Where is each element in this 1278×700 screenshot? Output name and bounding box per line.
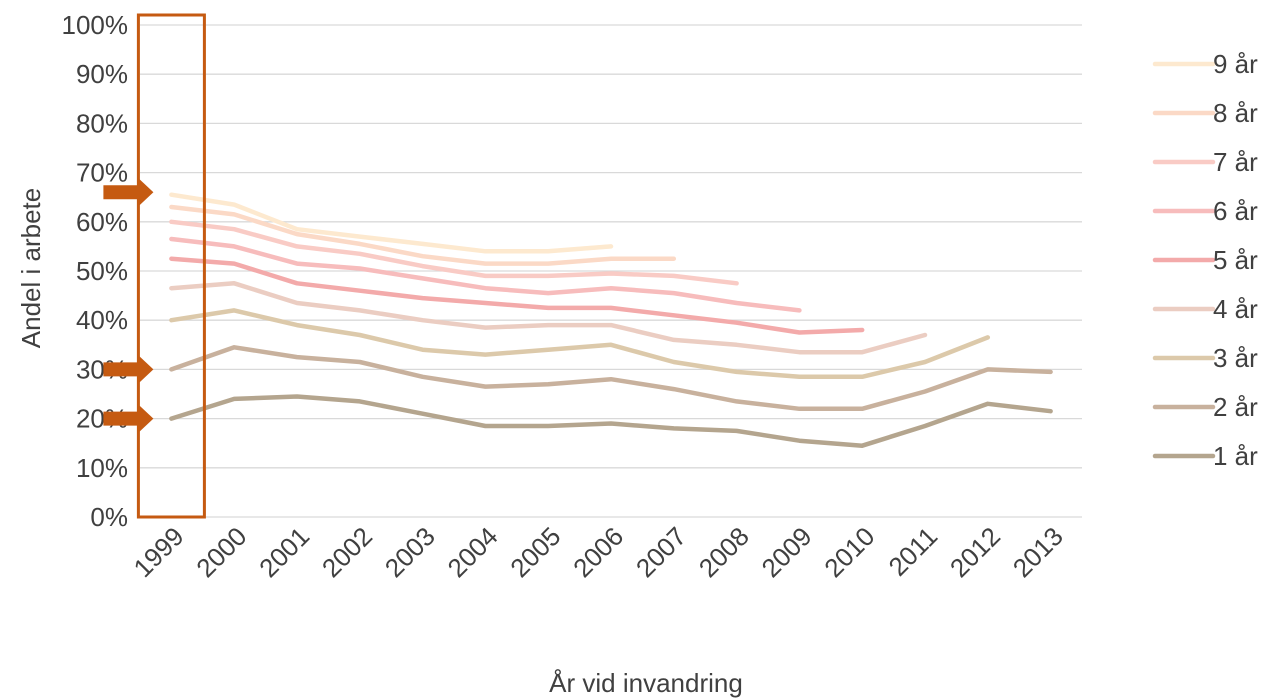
legend-label: 6 år: [1213, 196, 1258, 226]
series-line: [169, 236, 802, 313]
x-tick-label: 2011: [882, 521, 943, 582]
x-tick-label: 2007: [630, 521, 692, 583]
x-tick-label: 1999: [128, 521, 190, 583]
x-tick-label: 2004: [442, 521, 504, 583]
y-tick-label: 10%: [76, 453, 128, 483]
legend-label: 1 år: [1213, 441, 1258, 471]
series-line: [169, 256, 865, 335]
y-tick-label: 80%: [76, 108, 128, 138]
arrow-marker: [103, 177, 154, 208]
x-tick-label: 2009: [756, 521, 818, 583]
y-tick-label: 70%: [76, 158, 128, 188]
x-tick-label: 2006: [567, 521, 629, 583]
x-tick-label: 2008: [693, 521, 755, 583]
y-tick-label: 90%: [76, 59, 128, 89]
y-tick-label: 40%: [76, 305, 128, 335]
gridlines: [140, 24, 1082, 518]
series-line: [169, 204, 677, 266]
x-tick-label: 2010: [818, 521, 880, 583]
series-line: [169, 281, 928, 355]
series-line: [169, 394, 1053, 448]
x-tick-label: 2013: [1007, 521, 1069, 583]
series-lines: [169, 192, 1053, 448]
annotations: [103, 13, 206, 519]
x-tick-label: 2003: [379, 521, 441, 583]
x-tick-label: 2000: [190, 521, 252, 583]
series-line: [169, 192, 614, 254]
series-line: [169, 308, 991, 380]
legend-label: 7 år: [1213, 147, 1258, 177]
legend-label: 4 år: [1213, 294, 1258, 324]
x-tick-label: 2012: [944, 521, 1006, 583]
legend-label: 8 år: [1213, 98, 1258, 128]
highlight-box: [136, 13, 206, 519]
legend-label: 9 år: [1213, 49, 1258, 79]
y-tick-label: 60%: [76, 207, 128, 237]
legend: 9 år 8 år 7 år 6 år 5 år 4 år 3 år 2 år 1 år: [1152, 49, 1258, 471]
y-tick-label: 50%: [76, 256, 128, 286]
series-line: [169, 345, 1053, 412]
series-line: [169, 219, 739, 286]
x-tick-label: 2005: [504, 521, 566, 583]
x-tick-label: 2002: [316, 521, 378, 583]
y-axis-ticks: 0%10%20%30%40%50%60%70%80%90%100%: [62, 10, 129, 532]
arrow-marker: [103, 354, 154, 385]
y-tick-label: 0%: [90, 502, 128, 532]
y-axis-title: Andel i arbete: [16, 188, 46, 348]
legend-label: 5 år: [1213, 245, 1258, 275]
legend-label: 3 år: [1213, 343, 1258, 373]
x-tick-label: 2001: [253, 521, 315, 583]
arrow-marker: [103, 403, 154, 434]
legend-label: 2 år: [1213, 392, 1258, 422]
x-axis-title: År vid invandring: [549, 668, 743, 698]
y-tick-label: 100%: [62, 10, 129, 40]
x-axis-ticks: 1999 2000 2001 2002 2003 2004 2005 2006 2007 2008…: [128, 521, 1069, 583]
